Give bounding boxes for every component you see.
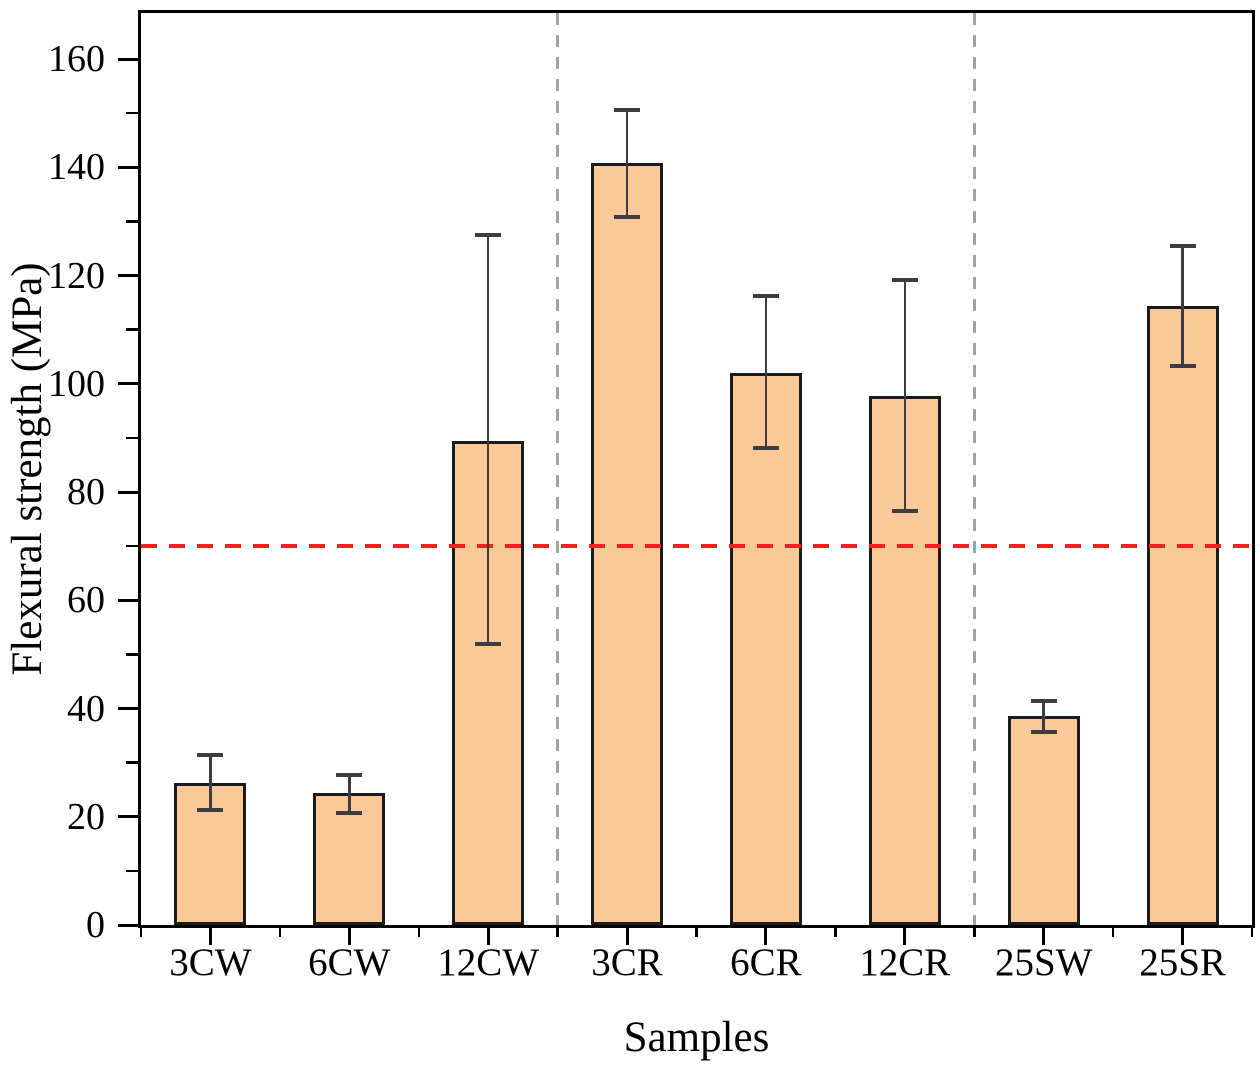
error-bar-cap-bottom-12cr	[891, 509, 918, 514]
y-axis-minor-tick	[126, 653, 138, 656]
error-bar-line-3cw	[209, 755, 212, 810]
error-bar-line-25sr	[1181, 246, 1184, 366]
reference-line	[141, 544, 1252, 549]
error-bar-cap-bottom-3cr	[614, 214, 641, 219]
y-tick-label: 160	[48, 38, 105, 80]
bar-12cr	[868, 395, 941, 925]
x-axis-major-tick	[625, 925, 629, 945]
x-axis-minor-tick	[834, 925, 837, 937]
y-tick-label: 20	[67, 795, 105, 838]
x-axis-major-tick	[208, 925, 212, 945]
x-axis-minor-tick	[417, 925, 420, 937]
error-bar-cap-bottom-12cw	[475, 641, 502, 646]
y-axis-major-tick	[118, 57, 138, 61]
y-axis-minor-tick	[126, 111, 138, 115]
error-bar-cap-bottom-25sr	[1169, 363, 1196, 368]
y-tick-label: 0	[86, 904, 105, 946]
group-separator-line	[556, 13, 560, 925]
y-axis-minor-tick	[126, 544, 138, 548]
y-tick-label: 60	[67, 579, 105, 622]
plot-area: 0 20 40 60 80 100 120 140 160 3CW 6CW 12CW 3CR 6CR 12C…	[48, 10, 1255, 984]
bar-6cw	[313, 793, 386, 925]
y-tick-label: 140	[48, 146, 105, 189]
y-axis-major-tick	[118, 274, 138, 277]
x-axis-minor-tick	[695, 925, 698, 937]
x-axis-major-tick	[903, 925, 907, 945]
error-bar-line-12cr	[903, 280, 907, 512]
y-tick-label: 120	[48, 254, 105, 297]
error-bar-cap-top-12cw	[475, 232, 502, 237]
y-axis-minor-tick	[126, 328, 138, 331]
bar-25sw	[1007, 716, 1080, 925]
bar-6cr	[729, 372, 802, 925]
error-bar-cap-top-3cw	[197, 753, 224, 758]
x-tick-label-3cw: 3CW	[169, 941, 252, 984]
x-axis-minor-tick	[139, 925, 143, 937]
error-bar-line-6cr	[764, 295, 768, 449]
x-axis-major-tick	[347, 925, 351, 945]
x-axis-minor-tick	[556, 925, 559, 937]
x-axis-minor-tick	[278, 925, 282, 937]
y-axis-major-tick	[118, 707, 138, 710]
y-axis-minor-tick	[126, 436, 138, 440]
error-bar-cap-bottom-6cr	[752, 446, 779, 451]
error-bar-cap-bottom-6cw	[336, 810, 363, 815]
error-bar-cap-top-25sr	[1169, 244, 1196, 249]
y-tick-label: 40	[67, 687, 105, 730]
error-bar-cap-top-12cr	[891, 278, 918, 283]
y-axis-major-tick	[118, 165, 138, 169]
error-bar-cap-top-6cw	[336, 773, 363, 778]
y-axis-major-tick	[118, 598, 138, 602]
y-axis-major-tick	[118, 923, 138, 927]
x-tick-label-3cr: 3CR	[591, 941, 663, 984]
y-axis-major-tick	[118, 815, 138, 819]
group-separator-line	[972, 13, 976, 925]
error-bar-line-12cw	[486, 234, 490, 644]
y-axis-minor-tick	[126, 761, 138, 764]
error-bar-line-6cw	[348, 775, 351, 813]
error-bar-line-25sw	[1042, 701, 1045, 733]
x-axis-major-tick	[1181, 925, 1185, 945]
x-axis-title: Samples	[623, 1014, 770, 1061]
error-bar-cap-bottom-25sw	[1030, 730, 1057, 735]
y-axis-major-tick	[118, 490, 138, 494]
x-axis-minor-tick	[1250, 925, 1254, 937]
x-tick-label-25sw: 25SW	[994, 941, 1093, 984]
x-axis-minor-tick	[973, 925, 976, 937]
bar-25sr	[1146, 305, 1219, 925]
y-axis-minor-tick	[126, 220, 138, 223]
error-bar-cap-top-6cr	[752, 293, 779, 298]
x-tick-label-12cr: 12CR	[859, 941, 951, 984]
error-bar-line-3cr	[625, 109, 629, 217]
x-axis-major-tick	[486, 925, 490, 945]
x-tick-label-6cr: 6CR	[730, 941, 802, 984]
error-bar-cap-top-3cr	[614, 107, 641, 112]
x-axis-minor-tick	[1111, 925, 1115, 937]
x-tick-label-25sr: 25SR	[1139, 941, 1226, 984]
y-tick-label: 100	[48, 362, 105, 405]
error-bar-cap-bottom-3cw	[197, 807, 224, 812]
x-tick-label-6cw: 6CW	[308, 941, 391, 984]
error-bar-cap-top-25sw	[1030, 699, 1057, 704]
x-axis-major-tick	[1042, 925, 1046, 945]
y-axis-major-tick	[118, 382, 138, 386]
x-axis-major-tick	[764, 925, 768, 945]
y-axis-minor-tick	[126, 869, 138, 873]
x-tick-label-12cw: 12CW	[437, 941, 540, 984]
y-axis-title: Flexural strength (MPa)	[4, 262, 51, 676]
y-tick-label: 80	[67, 471, 105, 513]
